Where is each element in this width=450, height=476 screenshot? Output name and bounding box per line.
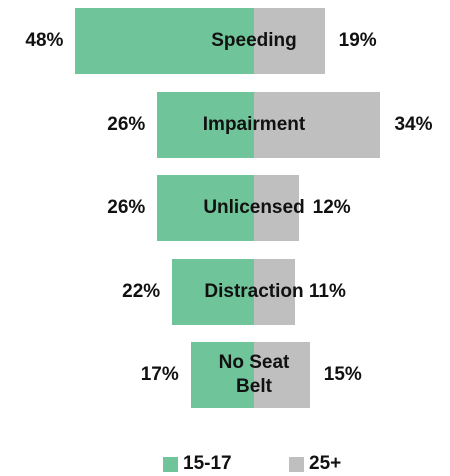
value-label: 19% [338,30,377,51]
category-label: No Seat Belt [218,352,290,397]
bar [157,175,254,241]
value-label: 34% [394,113,433,135]
bar [254,91,381,158]
bar [254,342,310,408]
bar [157,91,254,158]
bar [172,258,254,325]
bar [254,175,299,241]
value-label: 48% [25,30,64,51]
value-label: 26% [107,113,146,135]
bar [75,8,254,74]
value-label: 17% [140,364,179,385]
category-label: Distraction [204,280,304,302]
legend-label: 25+ [309,453,342,474]
legend-swatch [289,457,304,472]
value-label: 11% [308,280,346,302]
value-label: 15% [323,364,362,385]
category-label: Impairment [202,113,306,135]
value-label: 12% [312,197,351,218]
legend-swatch [163,457,178,472]
category-label: Speeding [211,30,297,51]
legend-label: 15-17 [183,453,232,474]
bar [190,342,254,408]
bar [254,258,295,325]
value-label: 26% [107,197,146,218]
category-label: Unlicensed [203,197,305,218]
value-label: 22% [122,280,161,302]
bar [254,8,325,74]
